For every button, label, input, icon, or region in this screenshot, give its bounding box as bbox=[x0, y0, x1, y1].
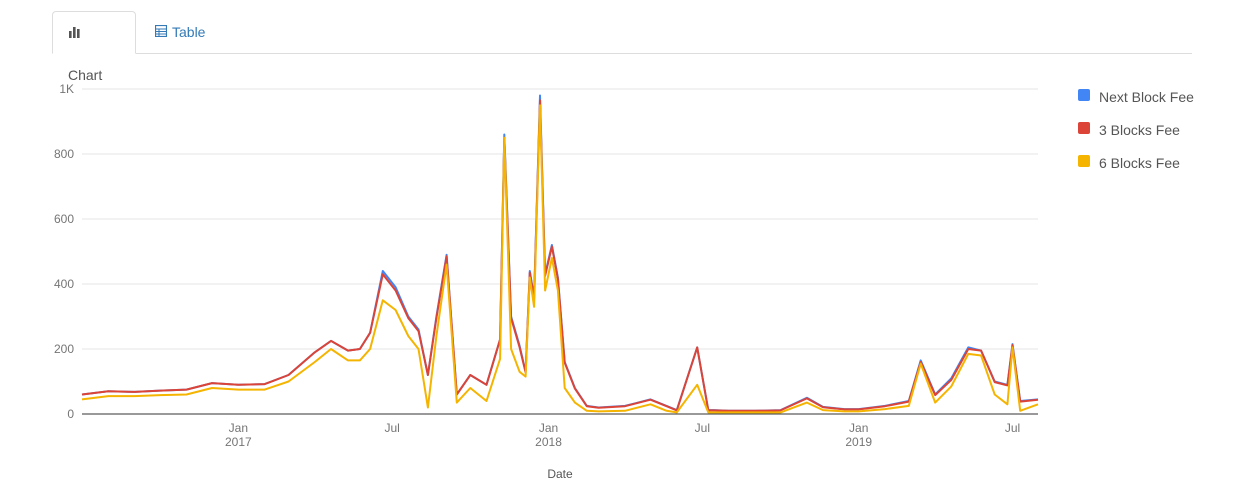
grid-lines bbox=[82, 88, 1038, 350]
legend-swatch-3-blocks bbox=[1078, 122, 1090, 134]
x-tick-label: Jan bbox=[849, 421, 868, 435]
x-axis-label: Date bbox=[547, 467, 573, 481]
y-tick-label: 1K bbox=[59, 82, 74, 96]
series-line-2[interactable] bbox=[81, 99, 1039, 412]
tab-chart-label: Chart bbox=[68, 66, 103, 83]
bar-chart-icon bbox=[68, 13, 81, 54]
y-axis-ticks: 0 200 400 600 800 1K bbox=[54, 82, 74, 421]
legend-swatch-6-blocks bbox=[1078, 155, 1090, 167]
tab-chart[interactable]: Chart bbox=[52, 11, 136, 83]
legend-label-6-blocks: 6 Blocks Fee bbox=[1099, 155, 1180, 171]
tab-bar: Chart Table bbox=[52, 11, 1192, 83]
table-icon bbox=[154, 12, 168, 53]
y-tick-label: 800 bbox=[54, 147, 74, 161]
x-tick-year-label: 2019 bbox=[845, 435, 872, 449]
x-tick-label: Jul bbox=[384, 421, 399, 435]
legend-label-3-blocks: 3 Blocks Fee bbox=[1099, 122, 1180, 138]
series-line-1[interactable] bbox=[81, 94, 1039, 412]
legend-swatch-next-block bbox=[1078, 89, 1090, 101]
tab-table-label: Table bbox=[172, 23, 206, 40]
x-tick-label: Jul bbox=[695, 421, 710, 435]
x-tick-label: Jul bbox=[1005, 421, 1020, 435]
tab-table[interactable]: Table bbox=[140, 11, 220, 52]
series-lines bbox=[81, 94, 1039, 414]
x-tick-label: Jan bbox=[229, 421, 248, 435]
x-tick-year-label: 2017 bbox=[225, 435, 252, 449]
y-tick-label: 400 bbox=[54, 277, 74, 291]
x-tick-label: Jan bbox=[539, 421, 558, 435]
x-tick-year-label: 2018 bbox=[535, 435, 562, 449]
y-tick-label: 200 bbox=[54, 342, 74, 356]
y-tick-label: 0 bbox=[67, 407, 74, 421]
series-line-3[interactable] bbox=[81, 104, 1039, 414]
legend-label-next-block: Next Block Fee bbox=[1099, 89, 1194, 105]
y-tick-label: 600 bbox=[54, 212, 74, 226]
